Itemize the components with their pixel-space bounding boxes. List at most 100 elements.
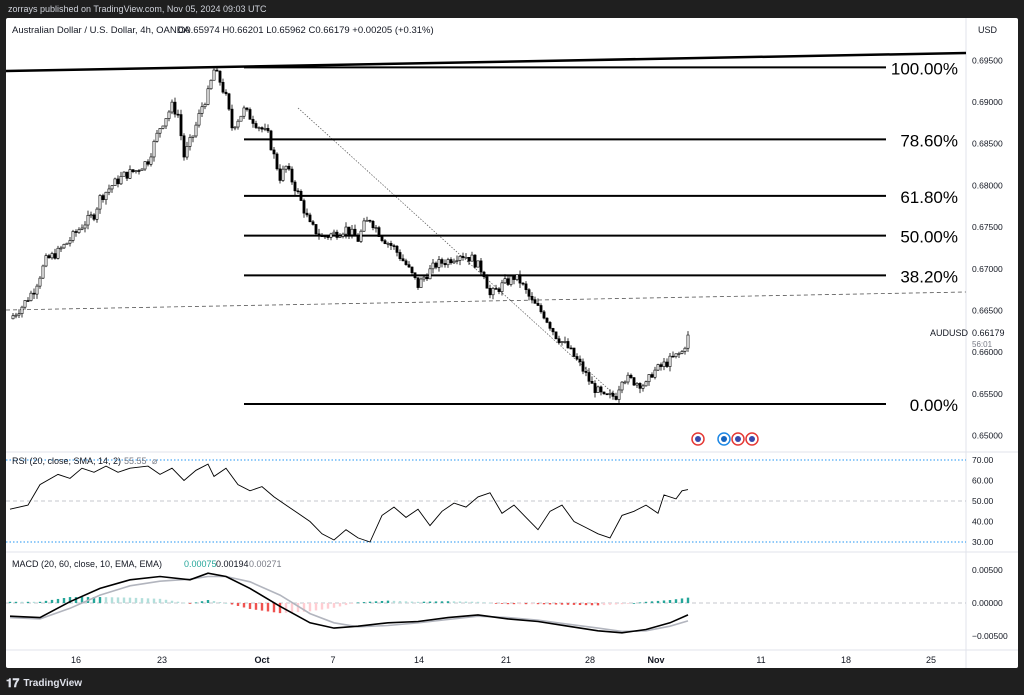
candle-body xyxy=(230,108,234,129)
price-tick-label: 0.67500 xyxy=(972,222,1003,232)
macd-hist-bar xyxy=(224,603,228,604)
macd-tick-label: −0.00500 xyxy=(972,631,1008,641)
candle-body xyxy=(626,374,630,383)
rsi-value: 55.55 xyxy=(124,456,147,466)
candle-body xyxy=(596,386,600,393)
price-tick-label: 0.69500 xyxy=(972,55,1003,65)
macd-hist-bar xyxy=(68,597,72,603)
candle-body xyxy=(98,195,102,210)
macd-hist-bar xyxy=(128,597,132,603)
time-tick-label: 16 xyxy=(71,655,81,665)
macd-hist-bar xyxy=(236,603,240,606)
chart-area[interactable]: Australian Dollar / U.S. Dollar, 4h, OAN… xyxy=(6,18,1018,668)
candle-body xyxy=(359,230,363,242)
candle-body xyxy=(404,260,408,265)
publish-text: zorrays published on TradingView.com, No… xyxy=(8,4,267,14)
candle-body xyxy=(569,347,573,350)
candle-body xyxy=(398,252,402,259)
candle-body xyxy=(371,220,375,229)
candle-body xyxy=(311,221,315,225)
candle-body xyxy=(38,277,42,287)
candle-body xyxy=(551,328,555,333)
candle-body xyxy=(353,228,357,237)
macd-hist-bar xyxy=(404,601,408,603)
macd-hist-bar xyxy=(614,603,618,605)
candle-body xyxy=(554,331,558,339)
candle-body xyxy=(179,114,183,137)
candle-body xyxy=(110,185,114,190)
candle-body xyxy=(314,224,318,235)
macd-hist-bar xyxy=(422,601,426,603)
macd-hist-bar xyxy=(320,603,324,610)
macd-hist-bar xyxy=(428,601,432,603)
tradingview-logo-icon: 𝟏𝟕 xyxy=(6,675,20,690)
rsi-legend[interactable]: RSI (20, close, SMA, 14, 2) xyxy=(12,456,121,466)
time-tick-label: Oct xyxy=(254,655,269,665)
macd-hist-bar xyxy=(272,603,276,613)
currency-label[interactable]: USD xyxy=(978,25,998,35)
candle-body xyxy=(683,347,687,352)
candle-body xyxy=(251,119,255,124)
candle-body xyxy=(65,242,69,245)
rsi-line[interactable] xyxy=(9,463,689,543)
visibility-icon[interactable]: ⌀ xyxy=(152,456,158,466)
economic-event-flags[interactable] xyxy=(691,432,759,446)
macd-hist-bar xyxy=(386,600,390,603)
candle-body xyxy=(224,91,228,95)
candle-body xyxy=(197,113,201,126)
candle-body xyxy=(95,208,99,220)
candle-body xyxy=(320,235,324,237)
candle-body xyxy=(350,228,354,236)
macd-legend[interactable]: MACD (20, 60, close, 10, EMA, EMA) xyxy=(12,559,162,569)
fib-level-label: 61.80% xyxy=(900,188,958,207)
macd-hist-bar xyxy=(284,603,288,613)
candle-body xyxy=(14,314,18,317)
candle-body xyxy=(572,347,576,357)
macd-hist-bar xyxy=(410,601,414,603)
macd-hist-bar xyxy=(416,601,420,603)
macd-signal-line[interactable] xyxy=(9,575,689,633)
dotted-diagonal-line[interactable] xyxy=(297,107,617,397)
candle-body xyxy=(593,383,597,393)
candle-body xyxy=(521,282,525,285)
candle-body xyxy=(335,231,339,238)
candle-body xyxy=(416,277,420,288)
macd-hist-bar xyxy=(560,603,564,605)
candle-body xyxy=(545,317,549,323)
fibonacci-retracement[interactable]: 100.00% 78.60% 61.80% 50.00% 38.20% 0.00% xyxy=(244,59,958,415)
event-flag-inner-icon xyxy=(749,436,755,442)
candle-body xyxy=(134,170,138,172)
time-axis[interactable]: 16 23 Oct 7 14 21 28 Nov 11 18 25 xyxy=(71,655,936,665)
dashed-trendline[interactable] xyxy=(6,291,967,311)
chart-svg[interactable]: Australian Dollar / U.S. Dollar, 4h, OAN… xyxy=(6,18,1018,668)
candle-body xyxy=(107,188,111,193)
candle-body xyxy=(293,181,297,192)
symbol-title[interactable]: Australian Dollar / U.S. Dollar, 4h, OAN… xyxy=(12,25,191,36)
candle-body xyxy=(461,255,465,258)
candle-body xyxy=(176,113,180,116)
candle-body xyxy=(413,272,417,278)
candle-body xyxy=(83,224,87,229)
candle-body xyxy=(308,214,312,223)
rsi-panel[interactable]: RSI (20, close, SMA, 14, 2) 55.55 ⌀ 70.0… xyxy=(6,455,994,547)
candle-body xyxy=(290,168,294,183)
candle-body xyxy=(635,383,639,386)
candle-body xyxy=(686,334,690,349)
macd-hist-bar xyxy=(56,598,60,603)
candle-body xyxy=(374,227,378,229)
macd-hist-bar xyxy=(230,603,234,605)
candle-body xyxy=(608,392,612,395)
candle-body xyxy=(620,381,624,391)
macd-hist-bar xyxy=(200,601,204,603)
macd-panel[interactable]: MACD (20, 60, close, 10, EMA, EMA) 0.000… xyxy=(6,559,1008,641)
candle-body xyxy=(599,386,603,393)
top-trendline[interactable] xyxy=(6,51,967,73)
candle-body xyxy=(182,135,186,158)
candle-body xyxy=(194,124,198,137)
rsi-tick-label: 30.00 xyxy=(972,537,994,547)
candle-body xyxy=(650,374,654,378)
macd-line[interactable] xyxy=(9,572,689,634)
price-axis[interactable]: 0.69500 0.69000 0.68500 0.68000 0.67500 0.670… xyxy=(972,55,1003,440)
candle-body xyxy=(680,351,684,354)
candle-body xyxy=(515,274,519,280)
